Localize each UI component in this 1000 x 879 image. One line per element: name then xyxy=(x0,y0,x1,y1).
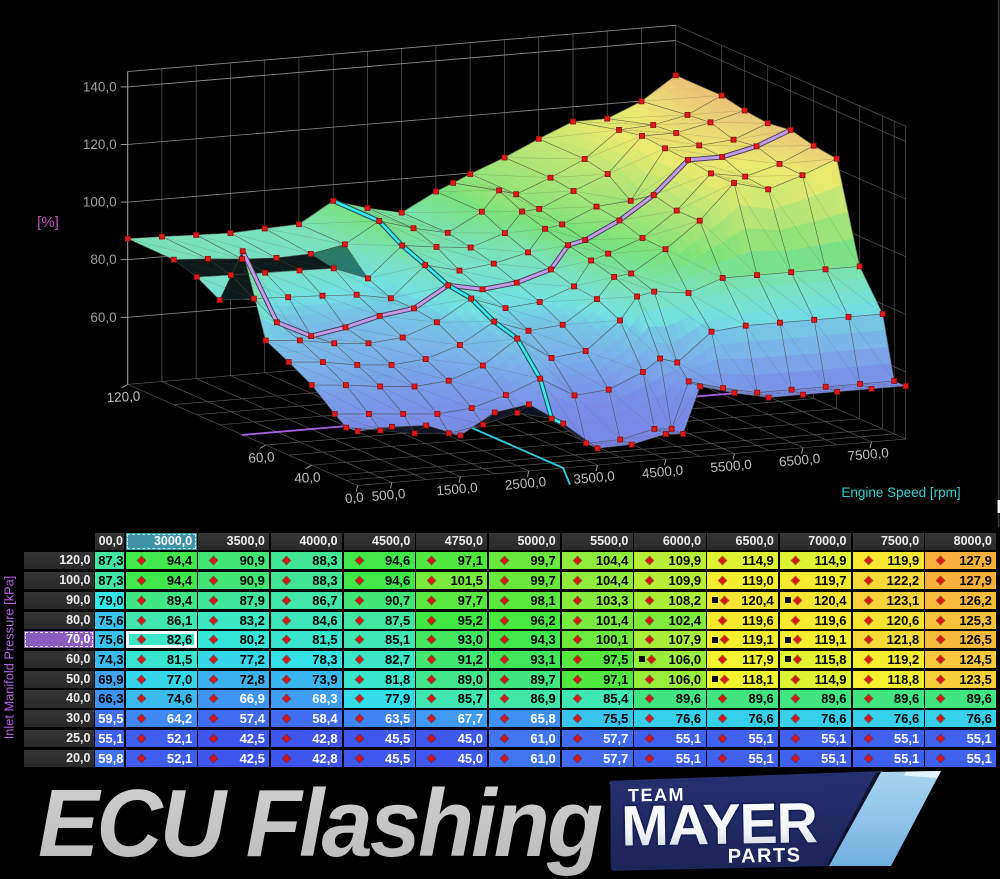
svg-text:100,0: 100,0 xyxy=(83,195,117,210)
svg-text:5500,0: 5500,0 xyxy=(710,457,752,476)
svg-text:80,0: 80,0 xyxy=(90,252,116,267)
svg-text:[%]: [%] xyxy=(37,214,59,231)
svg-text:60,0: 60,0 xyxy=(90,310,116,325)
svg-text:7500,0: 7500,0 xyxy=(847,445,889,464)
svg-text:4500,0: 4500,0 xyxy=(641,463,683,482)
svg-text:140,0: 140,0 xyxy=(83,79,117,94)
svg-text:40,0: 40,0 xyxy=(294,470,321,486)
svg-text:120,0: 120,0 xyxy=(83,137,117,152)
svg-text:3500,0: 3500,0 xyxy=(573,468,615,487)
svg-text:60,0: 60,0 xyxy=(248,449,275,465)
svg-text:1500,0: 1500,0 xyxy=(436,480,478,499)
svg-text:2500,0: 2500,0 xyxy=(504,474,546,493)
svg-text:PARTS: PARTS xyxy=(728,844,802,867)
svg-text:0,0: 0,0 xyxy=(344,490,364,507)
svg-text:120,0: 120,0 xyxy=(106,389,141,406)
svg-text:500,0: 500,0 xyxy=(371,486,406,504)
svg-text:6500,0: 6500,0 xyxy=(778,451,820,470)
svg-text:Engine Speed [rpm]: Engine Speed [rpm] xyxy=(841,485,960,500)
